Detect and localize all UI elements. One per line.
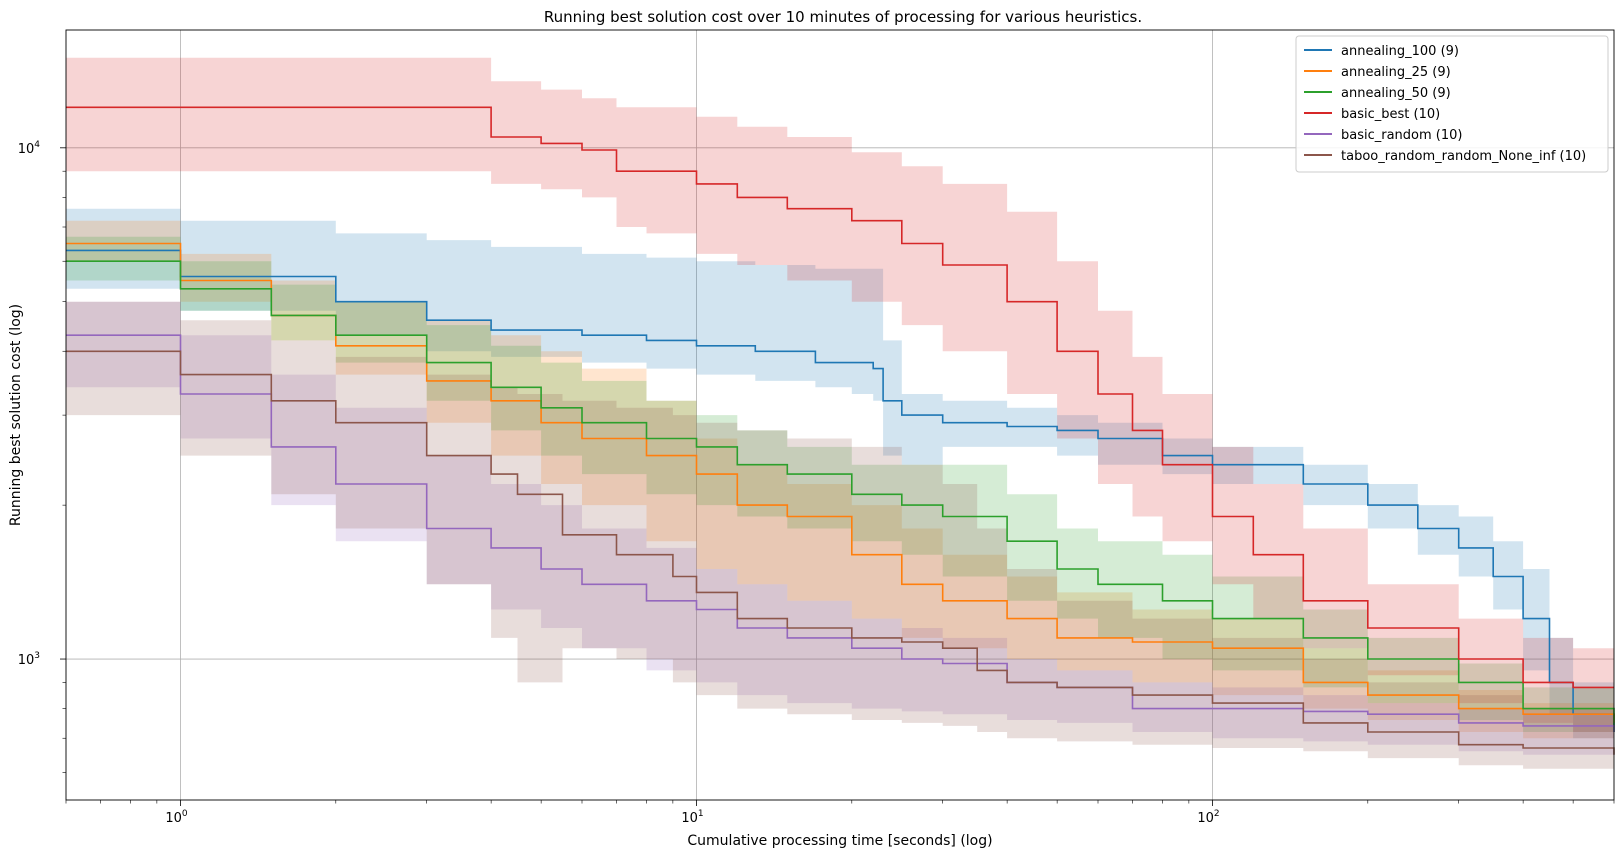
legend-label-basic-random: basic_random (10) [1341, 128, 1463, 143]
x-tick-label: 101 [681, 809, 703, 826]
band-annealing-25 [66, 220, 1614, 745]
band-annealing-100 [66, 208, 1614, 752]
chart-title: Running best solution cost over 10 minut… [544, 8, 1142, 26]
grid [66, 30, 1614, 800]
band-basic-best [66, 57, 1614, 739]
x-tick-label: 102 [1197, 809, 1219, 826]
y-axis-label: Running best solution cost (log) [8, 304, 24, 526]
y-tick-label: 103 [18, 651, 40, 668]
line-annealing-25 [66, 242, 1615, 723]
y-axis-ticks: 103 104 [18, 140, 66, 773]
series-lines [66, 106, 1615, 755]
legend-box [1295, 35, 1609, 173]
confidence-bands [66, 57, 1614, 780]
legend-label-annealing-50: annealing_50 (9) [1341, 86, 1451, 101]
legend: annealing_100 (9) annealing_25 (9) anneali… [1295, 35, 1609, 173]
y-tick-label: 104 [18, 140, 41, 157]
line-basic-best [66, 106, 1614, 689]
x-axis-ticks: 100 101 102 [65, 800, 1615, 826]
legend-label-basic-best: basic_best (10) [1341, 107, 1440, 122]
line-taboo-random-random-None-inf [66, 350, 1615, 755]
x-axis-label: Cumulative processing time [seconds] (lo… [687, 833, 992, 849]
band-annealing-50 [66, 236, 1614, 745]
x-tick-label: 100 [165, 809, 188, 826]
line-basic-random [66, 334, 1615, 732]
line-annealing-50 [66, 260, 1615, 732]
line-annealing-100 [66, 249, 1615, 732]
legend-label-annealing-100: annealing_100 (9) [1341, 44, 1459, 59]
legend-label-annealing-25: annealing_25 (9) [1341, 65, 1451, 80]
legend-label-taboo-random-random-None-inf: taboo_random_random_None_inf (10) [1341, 149, 1586, 164]
band-taboo-random-random-None-inf [66, 301, 1614, 780]
